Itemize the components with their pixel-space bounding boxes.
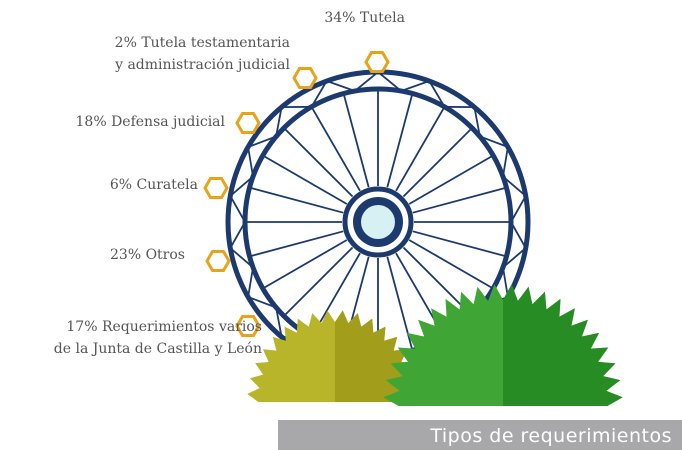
labels: 34% Tutela 2% Tutela testamentaria y admin…: [54, 10, 405, 357]
bush-shade: [503, 284, 623, 406]
item-label: 23% Otros: [110, 247, 185, 263]
spoke: [249, 230, 344, 258]
spoke: [342, 93, 370, 188]
spoke: [402, 127, 473, 198]
bushes: [247, 284, 623, 406]
spoke: [412, 186, 507, 214]
item-label: 17% Requerimientos varios: [66, 319, 262, 335]
hexagon: [364, 51, 390, 73]
spoke: [310, 106, 361, 192]
hexagon: [235, 315, 261, 337]
spoke: [283, 246, 354, 317]
hexagons: [203, 51, 390, 337]
spoke: [386, 256, 414, 351]
spoke: [395, 106, 446, 192]
item-label: de la Junta de Castilla y León: [54, 341, 262, 357]
spoke: [249, 186, 344, 214]
hexagon: [203, 177, 229, 199]
spoke: [412, 230, 507, 258]
ferris-wheel: [225, 69, 531, 375]
spoke: [283, 127, 354, 198]
item-label: 34% Tutela: [324, 10, 405, 26]
spoke: [262, 154, 348, 205]
spoke: [408, 239, 494, 290]
item-label: 2% Tutela testamentaria: [115, 35, 290, 51]
spoke: [386, 93, 414, 188]
item-label: 6% Curatela: [110, 177, 198, 193]
hub-ring: [342, 186, 414, 258]
spoke: [408, 154, 494, 205]
hexagon: [235, 112, 261, 134]
item-label: 18% Defensa judicial: [76, 114, 226, 130]
footer-bar: [278, 420, 682, 450]
spoke: [262, 239, 348, 290]
hub-center: [361, 205, 395, 239]
hexagon: [292, 67, 318, 89]
item-label: y administración judicial: [114, 57, 290, 73]
footer-title: Tipos de requerimientos: [429, 425, 672, 447]
hexagon: [205, 250, 231, 272]
